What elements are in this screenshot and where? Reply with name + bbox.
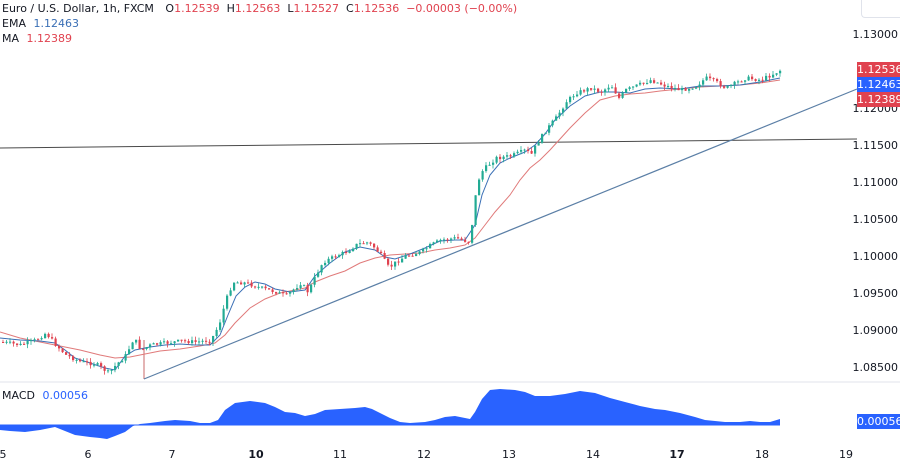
ma-line: [0, 79, 781, 359]
price-tick: 1.10000: [853, 250, 899, 263]
high-value: 1.12563: [234, 2, 281, 15]
high-key: H: [226, 2, 235, 15]
svg-text:19: 19: [839, 448, 853, 461]
svg-text:17: 17: [669, 448, 684, 461]
low-value: 1.12527: [293, 2, 340, 15]
price-tick: 1.09000: [853, 324, 899, 337]
macd-price-tag: 0.00056: [857, 414, 900, 429]
time-axis[interactable]: 5 6 7 10 11 12 13 14 17 18 19: [0, 448, 853, 461]
price-tick: 1.11000: [853, 176, 899, 189]
svg-text:7: 7: [169, 448, 176, 461]
price-axis[interactable]: 1.13000 1.12000 1.11500 1.11000 1.10500 …: [853, 28, 899, 374]
svg-text:5: 5: [0, 448, 7, 461]
svg-text:18: 18: [755, 448, 769, 461]
symbol-title: Euro / U.S. Dollar, 1h, FXCM: [2, 2, 154, 15]
ema-line: [0, 77, 781, 371]
low-key: L: [287, 2, 294, 15]
macd-value: 0.00056: [42, 389, 88, 402]
svg-text:12: 12: [417, 448, 431, 461]
ma-label: MA: [2, 32, 20, 45]
chart-legend: Euro / U.S. Dollar, 1h, FXCM O1.12539 H1…: [2, 1, 517, 46]
close-key: C: [346, 2, 354, 15]
macd-legend[interactable]: MACD 0.00056: [2, 389, 88, 402]
open-key: O: [165, 2, 175, 15]
open-value: 1.12539: [174, 2, 220, 15]
ma-legend-row[interactable]: MA 1.12389: [2, 31, 517, 46]
horizontal-level-line[interactable]: [0, 138, 858, 149]
close-value: 1.12536: [353, 2, 400, 15]
ma-value: 1.12389: [26, 32, 73, 45]
price-tick: 1.09500: [853, 287, 899, 300]
svg-text:11: 11: [333, 448, 347, 461]
trendline[interactable]: [143, 88, 858, 380]
price-tick: 1.11500: [853, 139, 899, 152]
ema-value: 1.12463: [33, 17, 79, 30]
macd-label: MACD: [2, 389, 35, 402]
price-tick: 1.13000: [853, 28, 899, 41]
ma-price-tag: 1.12389: [857, 92, 900, 107]
ema-label: EMA: [2, 17, 26, 30]
top-right-corner-box: [861, 0, 900, 18]
svg-text:6: 6: [85, 448, 92, 461]
svg-text:10: 10: [248, 448, 264, 461]
svg-text:14: 14: [586, 448, 600, 461]
last-price-tag: 1.12536: [857, 62, 900, 77]
symbol-ohlc-row: Euro / U.S. Dollar, 1h, FXCM O1.12539 H1…: [2, 1, 517, 16]
ema-price-tag: 1.12463: [857, 77, 900, 92]
price-tick: 1.10500: [853, 213, 899, 226]
macd-area: [0, 389, 780, 439]
ema-legend-row[interactable]: EMA 1.12463: [2, 16, 517, 31]
change-value: −0.00003 (−0.00%): [406, 2, 518, 15]
svg-text:13: 13: [502, 448, 516, 461]
candlesticks: [2, 69, 782, 375]
price-tick: 1.08500: [853, 361, 899, 374]
